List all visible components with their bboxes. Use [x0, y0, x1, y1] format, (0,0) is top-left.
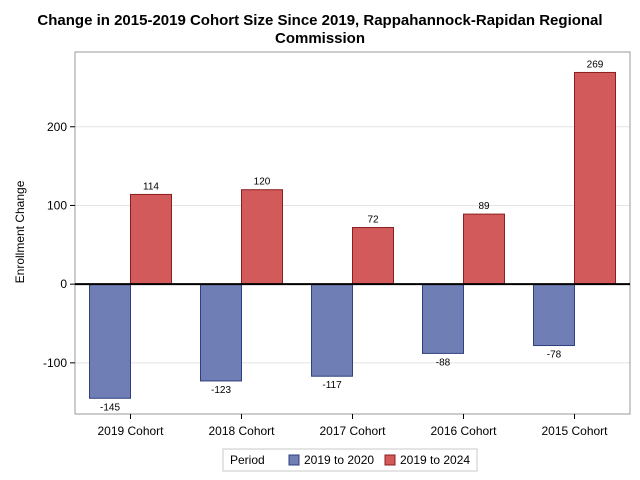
legend: Period 2019 to 2020 2019 to 2024 [222, 448, 478, 472]
bar-2019-to-2020-2019-cohort [89, 283, 131, 399]
data-label-2019-to-2024-2018-cohort: 120 [254, 177, 271, 188]
bar-2019-to-2020-2017-cohort [311, 283, 353, 377]
x-tick-label-2017-cohort: 2017 Cohort [319, 424, 386, 438]
y-tick-label--100: -100 [43, 356, 67, 370]
data-label-2019-to-2024-2016-cohort: 89 [478, 201, 490, 212]
x-tick-label-2018-cohort: 2018 Cohort [208, 424, 275, 438]
plot-area: -100 0 100 200 -145 114 2019 Cohort -123 120 2018… [43, 51, 631, 438]
bar-2019-to-2024-2017-cohort [352, 226, 394, 285]
legend-label-2019-to-2020: 2019 to 2020 [304, 453, 374, 467]
y-tick-label-100: 100 [47, 198, 67, 212]
legend-swatch-2019-to-2024 [384, 454, 396, 466]
data-label-2019-to-2020-2016-cohort: -88 [436, 357, 451, 368]
data-label-2019-to-2020-2019-cohort: -145 [100, 402, 120, 413]
bar-2019-to-2020-2016-cohort [422, 283, 464, 354]
chart-title-line-2: Commission [275, 30, 365, 47]
y-tick-label-0: 0 [60, 277, 67, 291]
legend-swatch-2019-to-2020 [288, 454, 300, 466]
bar-2019-to-2020-2018-cohort [200, 283, 242, 382]
legend-frame [222, 448, 478, 472]
x-tick-label-2015-cohort: 2015 Cohort [541, 424, 608, 438]
y-tick-label-200: 200 [47, 120, 67, 134]
data-label-2019-to-2024-2015-cohort: 269 [587, 59, 604, 70]
data-label-2019-to-2020-2015-cohort: -78 [547, 350, 562, 361]
bar-2019-to-2024-2016-cohort [463, 213, 505, 285]
bar-2019-to-2024-2019-cohort [130, 193, 172, 285]
data-label-2019-to-2024-2019-cohort: 114 [143, 181, 159, 192]
legend-label-2019-to-2024: 2019 to 2024 [400, 453, 470, 467]
legend-title: Period [230, 453, 265, 467]
bar-2019-to-2024-2015-cohort [574, 71, 616, 285]
data-label-2019-to-2024-2017-cohort: 72 [367, 214, 379, 225]
chart-title-line-1: Change in 2015-2019 Cohort Size Since 20… [37, 12, 602, 29]
y-axis-label: Enrollment Change [13, 180, 27, 283]
x-tick-label-2016-cohort: 2016 Cohort [430, 424, 497, 438]
data-label-2019-to-2020-2018-cohort: -123 [211, 385, 231, 396]
bar-2019-to-2020-2015-cohort [533, 283, 575, 347]
bar-2019-to-2024-2018-cohort [241, 189, 283, 285]
x-tick-label-2019-cohort: 2019 Cohort [97, 424, 164, 438]
data-label-2019-to-2020-2017-cohort: -117 [322, 380, 342, 391]
